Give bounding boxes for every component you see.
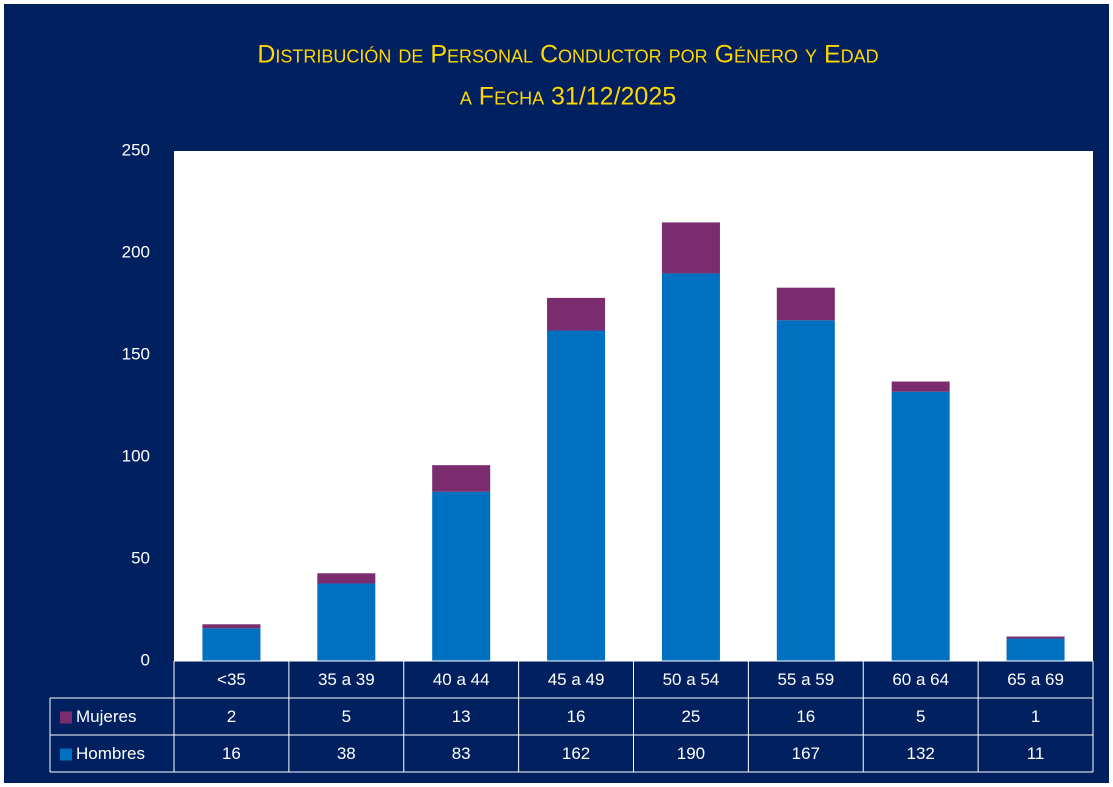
chart-subtitle: a Fecha 31/12/2025 (460, 83, 676, 111)
x-tick-label: 60 a 64 (892, 670, 949, 689)
table-value: 16 (796, 707, 815, 726)
table-value: 5 (916, 707, 925, 726)
bar-segment (661, 273, 720, 661)
table-value: 167 (792, 744, 820, 763)
table-value: 162 (562, 744, 590, 763)
table-value: 11 (1027, 744, 1045, 763)
bar-segment (776, 287, 835, 321)
chart-title: Distribución de Personal Conductor por G… (257, 41, 878, 69)
bar-segment (661, 222, 720, 274)
table-value: 190 (677, 744, 705, 763)
y-tick-label: 100 (122, 446, 150, 465)
table-value: 1 (1031, 707, 1040, 726)
bar-segment (1006, 638, 1065, 661)
bar-segment (547, 330, 606, 661)
table-value: 16 (222, 744, 241, 763)
bar-segment (547, 297, 606, 331)
bar-segment (1006, 636, 1065, 639)
y-tick-label: 250 (122, 140, 150, 159)
x-tick-label: 35 a 39 (318, 670, 375, 689)
x-tick-label: 45 a 49 (548, 670, 605, 689)
x-tick-label: 40 a 44 (433, 670, 490, 689)
legend-label: Mujeres (76, 707, 136, 726)
bar-segment (776, 320, 835, 661)
y-tick-label: 150 (122, 344, 150, 363)
table-value: 83 (452, 744, 471, 763)
x-tick-label: 65 a 69 (1007, 670, 1064, 689)
bar-segment (202, 624, 261, 629)
table-value: 25 (681, 707, 700, 726)
bar-segment (432, 465, 491, 492)
legend-swatch (60, 748, 72, 761)
table-value: 2 (227, 707, 236, 726)
bar-segment (317, 583, 376, 661)
bar-segment (891, 381, 950, 392)
x-tick-label: 50 a 54 (663, 670, 720, 689)
y-tick-label: 0 (141, 650, 150, 669)
bar-segment (891, 391, 950, 661)
bar-segment (317, 573, 376, 584)
plot-area (174, 151, 1093, 661)
table-value: 13 (452, 707, 471, 726)
y-tick-label: 50 (131, 548, 150, 567)
x-tick-label: 55 a 59 (777, 670, 834, 689)
bar-segment (202, 628, 261, 661)
table-value: 16 (567, 707, 586, 726)
x-tick-label: <35 (217, 670, 246, 689)
legend-swatch (60, 711, 72, 724)
table-value: 132 (907, 744, 935, 763)
bar-segment (432, 491, 491, 661)
table-value: 38 (337, 744, 356, 763)
table-value: 5 (342, 707, 351, 726)
legend-label: Hombres (76, 744, 145, 763)
y-tick-label: 200 (122, 242, 150, 261)
